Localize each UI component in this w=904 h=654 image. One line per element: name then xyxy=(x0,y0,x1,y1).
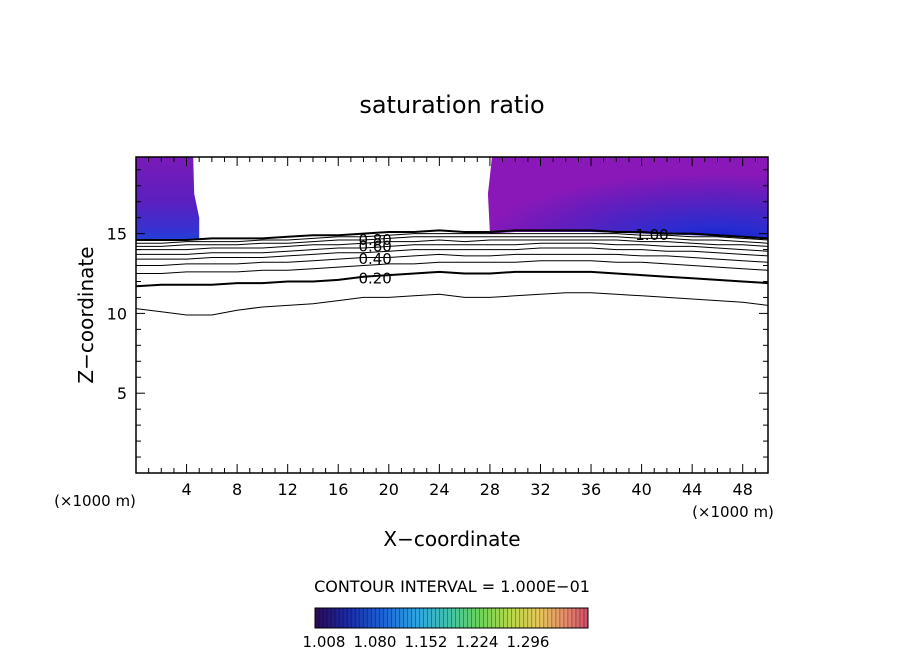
contour-line xyxy=(136,253,768,266)
x-tick-label: 44 xyxy=(682,480,702,499)
y-tick-label: 15 xyxy=(107,225,127,244)
x-tick-label: 20 xyxy=(379,480,399,499)
x-unit-right: (×1000 m) xyxy=(692,503,774,521)
contour-label: 0.80 xyxy=(358,231,391,249)
y-tick-label: 5 xyxy=(117,384,127,403)
contour-line xyxy=(136,242,768,255)
x-tick-label: 16 xyxy=(328,480,348,499)
contour-line xyxy=(136,236,768,247)
axis-ticks xyxy=(136,157,768,473)
colorbar-tick-label: 1.296 xyxy=(507,633,550,651)
colorbar-tick-label: 1.008 xyxy=(303,633,346,651)
x-tick-label: 8 xyxy=(232,480,242,499)
x-tick-label: 4 xyxy=(181,480,191,499)
x-tick-label: 28 xyxy=(480,480,500,499)
x-tick-label: 36 xyxy=(581,480,601,499)
y-axis-label: Z−coordinate xyxy=(74,246,98,383)
supersaturated-region-right xyxy=(487,157,768,239)
x-tick-label: 32 xyxy=(530,480,550,499)
contour-labels: 0.800.600.400.20 1.00 xyxy=(358,226,668,287)
x-tick-label: 48 xyxy=(733,480,753,499)
contour-label: 0.60 xyxy=(358,237,391,255)
colorbar-tick-label: 1.080 xyxy=(354,633,397,651)
x-tick-labels: 4 8 12 16 20 24 28 32 36 40 44 48 xyxy=(181,480,752,499)
y-tick-label: 10 xyxy=(107,304,127,323)
x-axis-label: X−coordinate xyxy=(383,527,520,551)
contour-line xyxy=(136,292,768,316)
colorbar-tick-label: 1.224 xyxy=(456,633,499,651)
x-tick-label: 40 xyxy=(631,480,651,499)
shaded-regions xyxy=(136,157,768,240)
x-tick-label: 12 xyxy=(278,480,298,499)
colorbar-tick-labels: 1.008 1.080 1.152 1.224 1.296 xyxy=(303,633,550,651)
contour-lines xyxy=(136,229,768,316)
contour-label: 1.00 xyxy=(635,226,668,244)
contour-line xyxy=(136,270,768,288)
contour-line xyxy=(136,260,768,274)
supersaturated-region-left xyxy=(136,157,200,240)
colorbar-frame xyxy=(314,607,589,629)
contour-line xyxy=(136,229,768,241)
chart-title: saturation ratio xyxy=(359,91,544,119)
contour-line xyxy=(136,239,768,251)
contour-label: 0.20 xyxy=(358,269,391,287)
y-tick-labels: 5 10 15 xyxy=(107,225,127,404)
contour-label: 0.40 xyxy=(358,250,391,268)
colorbar-tick-label: 1.152 xyxy=(405,633,448,651)
contour-line xyxy=(136,233,768,244)
x-tick-label: 24 xyxy=(429,480,449,499)
contour-interval-label: CONTOUR INTERVAL = 1.000E−01 xyxy=(314,577,590,596)
x-unit-left: (×1000 m) xyxy=(54,492,136,510)
colorbar-stripes xyxy=(318,608,585,628)
contour-line xyxy=(136,247,768,260)
